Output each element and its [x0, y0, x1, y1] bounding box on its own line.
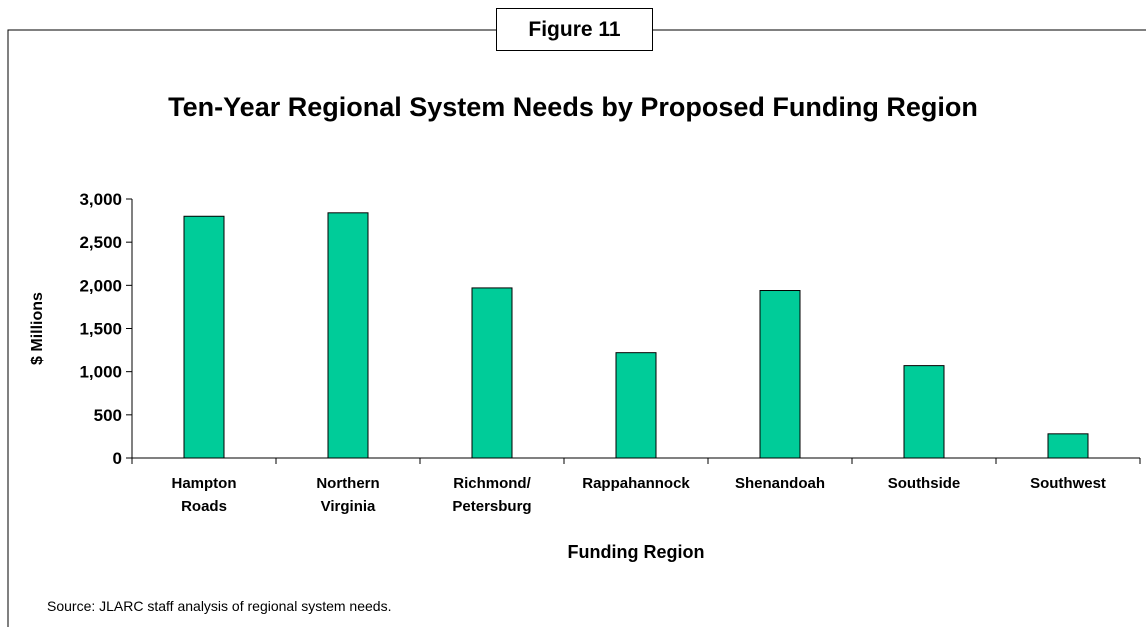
bar — [615, 352, 657, 459]
x-tick-label: Shenandoah — [735, 475, 825, 492]
source-note: Source: JLARC staff analysis of regional… — [47, 598, 392, 614]
bar — [183, 215, 225, 459]
y-tick-label: 2,500 — [79, 233, 122, 252]
frame-border — [7, 29, 1146, 627]
x-tick-label: Rappahannock — [582, 475, 690, 492]
x-tick-label: Hampton Roads — [172, 475, 237, 515]
x-tick-label: Richmond/Petersburg — [452, 475, 531, 515]
bar — [327, 212, 369, 459]
x-tick-label: Southside — [888, 475, 961, 492]
y-tick-label: 2,000 — [79, 276, 122, 295]
y-tick-label: 1,000 — [79, 363, 122, 382]
chart-title: Ten-Year Regional System Needs by Propos… — [168, 92, 978, 122]
y-tick-label: 500 — [94, 406, 122, 425]
x-tick-label: Northern Virginia — [316, 475, 379, 515]
x-tick-label: Southwest — [1030, 475, 1106, 492]
y-tick-label: 3,000 — [79, 190, 122, 209]
x-axis-label: Funding Region — [568, 542, 705, 562]
bar — [759, 290, 801, 459]
bar — [903, 365, 945, 459]
bar — [471, 287, 513, 459]
y-axis-label: $ Millions — [29, 292, 46, 365]
figure-label: Figure 11 — [496, 8, 653, 51]
bar-chart: 0 500 1,000 1,500 2,000 2,500 3,000 $ Millions H… — [29, 190, 1141, 562]
bar — [1047, 433, 1089, 459]
y-tick-label: 1,500 — [79, 320, 122, 339]
y-tick-label: 0 — [113, 449, 122, 468]
